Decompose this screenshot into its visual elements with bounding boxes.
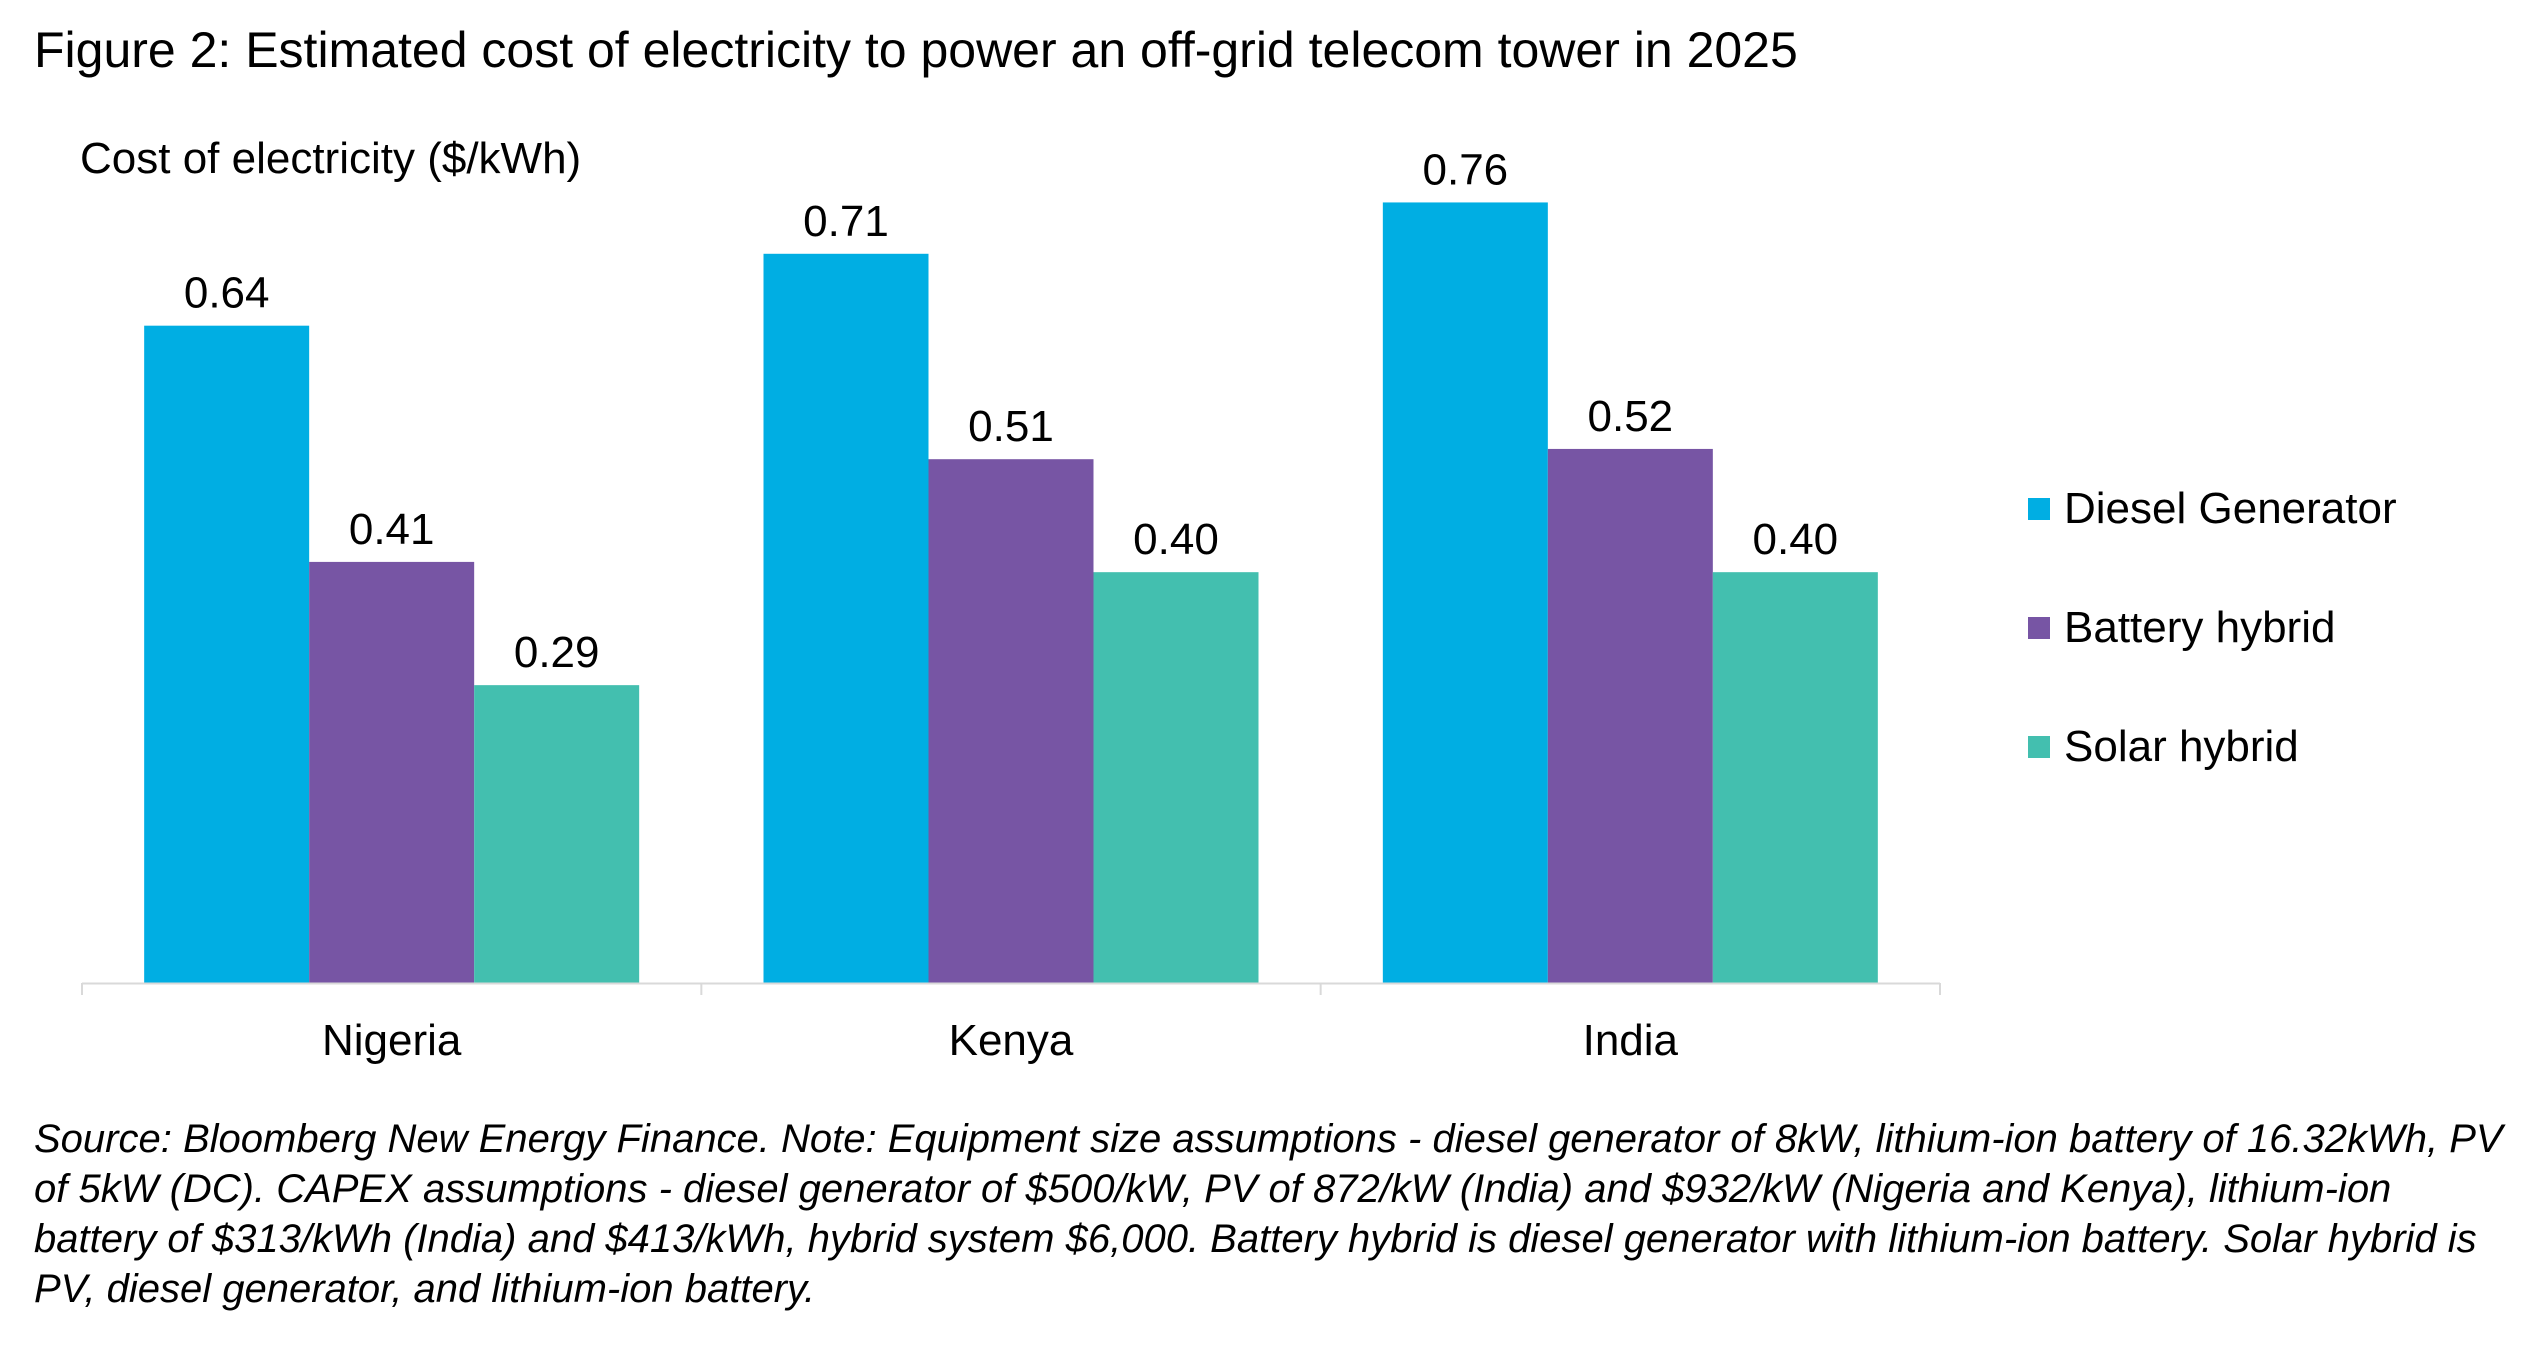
legend-item-battery-hybrid: Battery hybrid [2028, 597, 2397, 659]
bar-india-solar-hybrid [1712, 572, 1878, 983]
bar-nigeria-battery-hybrid [309, 561, 475, 983]
data-label: 0.64 [184, 269, 270, 318]
x-tick-label: Nigeria [322, 1016, 462, 1065]
bar-india-battery-hybrid [1547, 448, 1713, 983]
category-labels-layer: Nigeria Kenya India [322, 1016, 1679, 1065]
y-axis-title: Cost of electricity ($/kWh) [80, 134, 582, 183]
figure-title: Figure 2: Estimated cost of electricity … [34, 22, 1798, 78]
legend-swatch [2028, 498, 2050, 520]
legend: Diesel Generator Battery hybrid Solar hy… [2028, 478, 2397, 835]
bar-kenya-battery-hybrid [928, 459, 1094, 983]
source-note: Source: Bloomberg New Energy Finance. No… [34, 1117, 2503, 1311]
data-label: 0.71 [803, 197, 889, 246]
bar-nigeria-diesel-generator [144, 325, 310, 983]
data-label: 0.29 [514, 628, 600, 677]
legend-swatch [2028, 736, 2050, 758]
bar-kenya-diesel-generator [763, 253, 929, 984]
legend-label: Solar hybrid [2064, 722, 2299, 771]
legend-label: Battery hybrid [2064, 603, 2336, 652]
legend-swatch [2028, 617, 2050, 639]
x-tick-label: Kenya [949, 1016, 1074, 1065]
legend-label: Diesel Generator [2064, 484, 2397, 533]
data-label: 0.52 [1588, 392, 1674, 441]
legend-item-solar-hybrid: Solar hybrid [2028, 716, 2397, 778]
data-label: 0.40 [1133, 515, 1219, 564]
legend-item-diesel-generator: Diesel Generator [2028, 478, 2397, 540]
data-label: 0.51 [968, 402, 1054, 451]
x-tick-label: India [1583, 1016, 1679, 1065]
value-labels-layer: 0.64 0.41 0.29 0.71 0.51 0.40 0.76 0.52 0.40 [184, 145, 1838, 677]
bar-nigeria-solar-hybrid [474, 685, 640, 983]
x-axis [81, 982, 1941, 995]
bar-kenya-solar-hybrid [1093, 572, 1259, 983]
data-label: 0.76 [1423, 145, 1509, 194]
data-label: 0.40 [1753, 515, 1839, 564]
bar-india-diesel-generator [1382, 202, 1548, 983]
bars-layer [144, 202, 1878, 984]
data-label: 0.41 [349, 505, 435, 554]
